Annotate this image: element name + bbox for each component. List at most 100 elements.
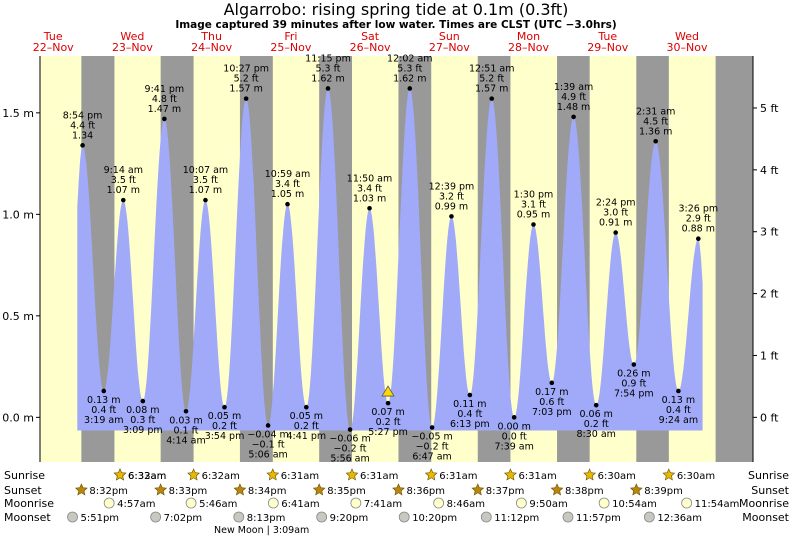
tide-extremes: 8:54 pm4.4 ft1.340.13 m0.4 ft3:19 am9:14… — [63, 53, 718, 464]
sun-star-icon — [662, 468, 676, 481]
extreme-point — [304, 404, 309, 410]
extreme-label: 2.9 ft — [686, 214, 711, 225]
extreme-label: 12:39 pm — [429, 181, 475, 192]
moon-disc-icon — [643, 511, 655, 523]
extreme-label: 0.03 m — [169, 415, 202, 426]
extreme-point — [511, 415, 517, 420]
day-date: 27–Nov — [429, 41, 470, 54]
extreme-label: 0.9 ft — [621, 379, 646, 390]
extreme-label: 0.11 m — [453, 399, 486, 410]
axes: 0.0 m 0.5 m 1.0 m 1.5 m 0 ft 1 ft 2 ft 3 ft 4 ft… — [2, 56, 779, 462]
extreme-label: 3.5 ft — [193, 175, 218, 186]
left-tick-label: 1.0 m — [2, 208, 34, 221]
extreme-point — [243, 96, 249, 101]
moonrise-time: 11:54am — [695, 499, 740, 510]
extreme-label: 1:30 pm — [514, 189, 554, 200]
extreme-point — [203, 197, 208, 203]
extreme-label: 3.4 ft — [275, 179, 300, 190]
extreme-label: 0.91 m — [599, 218, 632, 229]
extreme-point — [696, 236, 701, 241]
extreme-label: 0.0 ft — [502, 431, 527, 442]
extreme-label: 4.9 ft — [561, 92, 586, 103]
extreme-label: 7:03 pm — [532, 407, 572, 418]
extreme-label: 3.1 ft — [521, 199, 546, 210]
extreme-point — [449, 214, 454, 219]
extreme-point — [676, 388, 681, 394]
extreme-label: 9:14 am — [104, 165, 143, 176]
extreme-label: 0.05 m — [208, 411, 241, 422]
moonset-time: 9:20pm — [330, 513, 369, 524]
extreme-label: 0.95 m — [517, 209, 550, 220]
extreme-label: 4.5 ft — [643, 116, 668, 127]
extreme-label: −0.2 ft — [334, 444, 367, 455]
extreme-label: 0.05 m — [290, 411, 323, 422]
left-tick-label: 1.5 m — [2, 107, 34, 120]
sunset-time: 8:34pm — [248, 486, 287, 497]
extreme-label: 4.4 ft — [70, 120, 95, 131]
moonset-time: 11:57pm — [576, 513, 621, 524]
extreme-label: 11:50 am — [347, 173, 392, 184]
moon-disc-icon — [433, 497, 445, 509]
tide-area — [77, 88, 703, 431]
day-date: 29–Nov — [587, 41, 628, 54]
extreme-label: 6:47 am — [412, 451, 451, 462]
moon-disc-icon — [480, 511, 492, 523]
extreme-point — [385, 400, 391, 406]
sunset-time: 8:33pm — [169, 486, 208, 497]
extreme-point — [407, 86, 413, 91]
extreme-label: 5:56 am — [330, 454, 369, 465]
moonset-time: 12:36am — [657, 513, 702, 524]
moonset-time: 5:51pm — [81, 513, 120, 524]
extreme-label: 9:41 pm — [145, 84, 185, 95]
moon-disc-icon — [103, 497, 115, 509]
extreme-point — [101, 388, 107, 394]
sunrise-time: 6:31am — [518, 471, 556, 482]
extreme-point — [325, 86, 331, 91]
moon-disc-icon — [562, 511, 574, 523]
extreme-label: 0.06 m — [579, 409, 612, 420]
extreme-label: 1.57 m — [229, 84, 262, 95]
extreme-point — [429, 425, 435, 430]
day-date: 23–Nov — [112, 41, 153, 54]
moon-disc-icon — [681, 497, 693, 509]
day-name: Fri — [284, 30, 297, 43]
night-band — [715, 56, 753, 462]
sunrise-time: 6:31am — [281, 471, 319, 482]
day-name: Tue — [597, 30, 617, 43]
chart-subtitle: Image captured 39 minutes after low wate… — [175, 19, 616, 31]
extreme-label: 7:39 am — [494, 441, 533, 452]
extreme-point — [631, 362, 637, 367]
extreme-label: 1.07 m — [107, 185, 140, 196]
extreme-label: 6:13 pm — [450, 419, 490, 430]
sun-star-icon — [345, 468, 359, 481]
extreme-label: 10:59 am — [265, 169, 310, 180]
moon-disc-icon — [67, 511, 78, 523]
moonrise-time: 5:46am — [199, 499, 237, 510]
sunset-row-label-left: Sunset — [4, 484, 42, 497]
moonrise-time: 10:54am — [612, 499, 657, 510]
sunrise-row-label-right: Sunrise — [748, 469, 789, 482]
extreme-point — [140, 398, 146, 404]
sun-star-icon — [424, 468, 438, 481]
extreme-point — [285, 201, 290, 207]
extreme-label: 1.34 — [72, 130, 93, 141]
extreme-point — [549, 380, 555, 386]
right-tick-label: 3 ft — [760, 226, 779, 239]
extreme-label: 12:51 am — [469, 64, 514, 75]
day-name: Wed — [675, 30, 699, 43]
extreme-label: −0.05 m — [411, 431, 452, 442]
left-tick-label: 0.5 m — [2, 310, 34, 323]
sun-star-icon — [312, 483, 326, 496]
extreme-label: 5.3 ft — [315, 63, 340, 74]
moon-disc-icon — [515, 497, 527, 509]
extreme-label: 4:14 am — [166, 435, 205, 446]
extreme-label: 2:24 pm — [596, 198, 636, 209]
extreme-label: 1.62 m — [311, 73, 344, 84]
extreme-label: 8:54 pm — [63, 110, 103, 121]
extreme-label: 0.99 m — [435, 201, 468, 212]
extreme-label: −0.1 ft — [252, 439, 285, 450]
extreme-label: 0.2 ft — [294, 421, 319, 432]
extreme-label: 0.08 m — [126, 405, 159, 416]
sun-star-icon — [113, 468, 127, 481]
